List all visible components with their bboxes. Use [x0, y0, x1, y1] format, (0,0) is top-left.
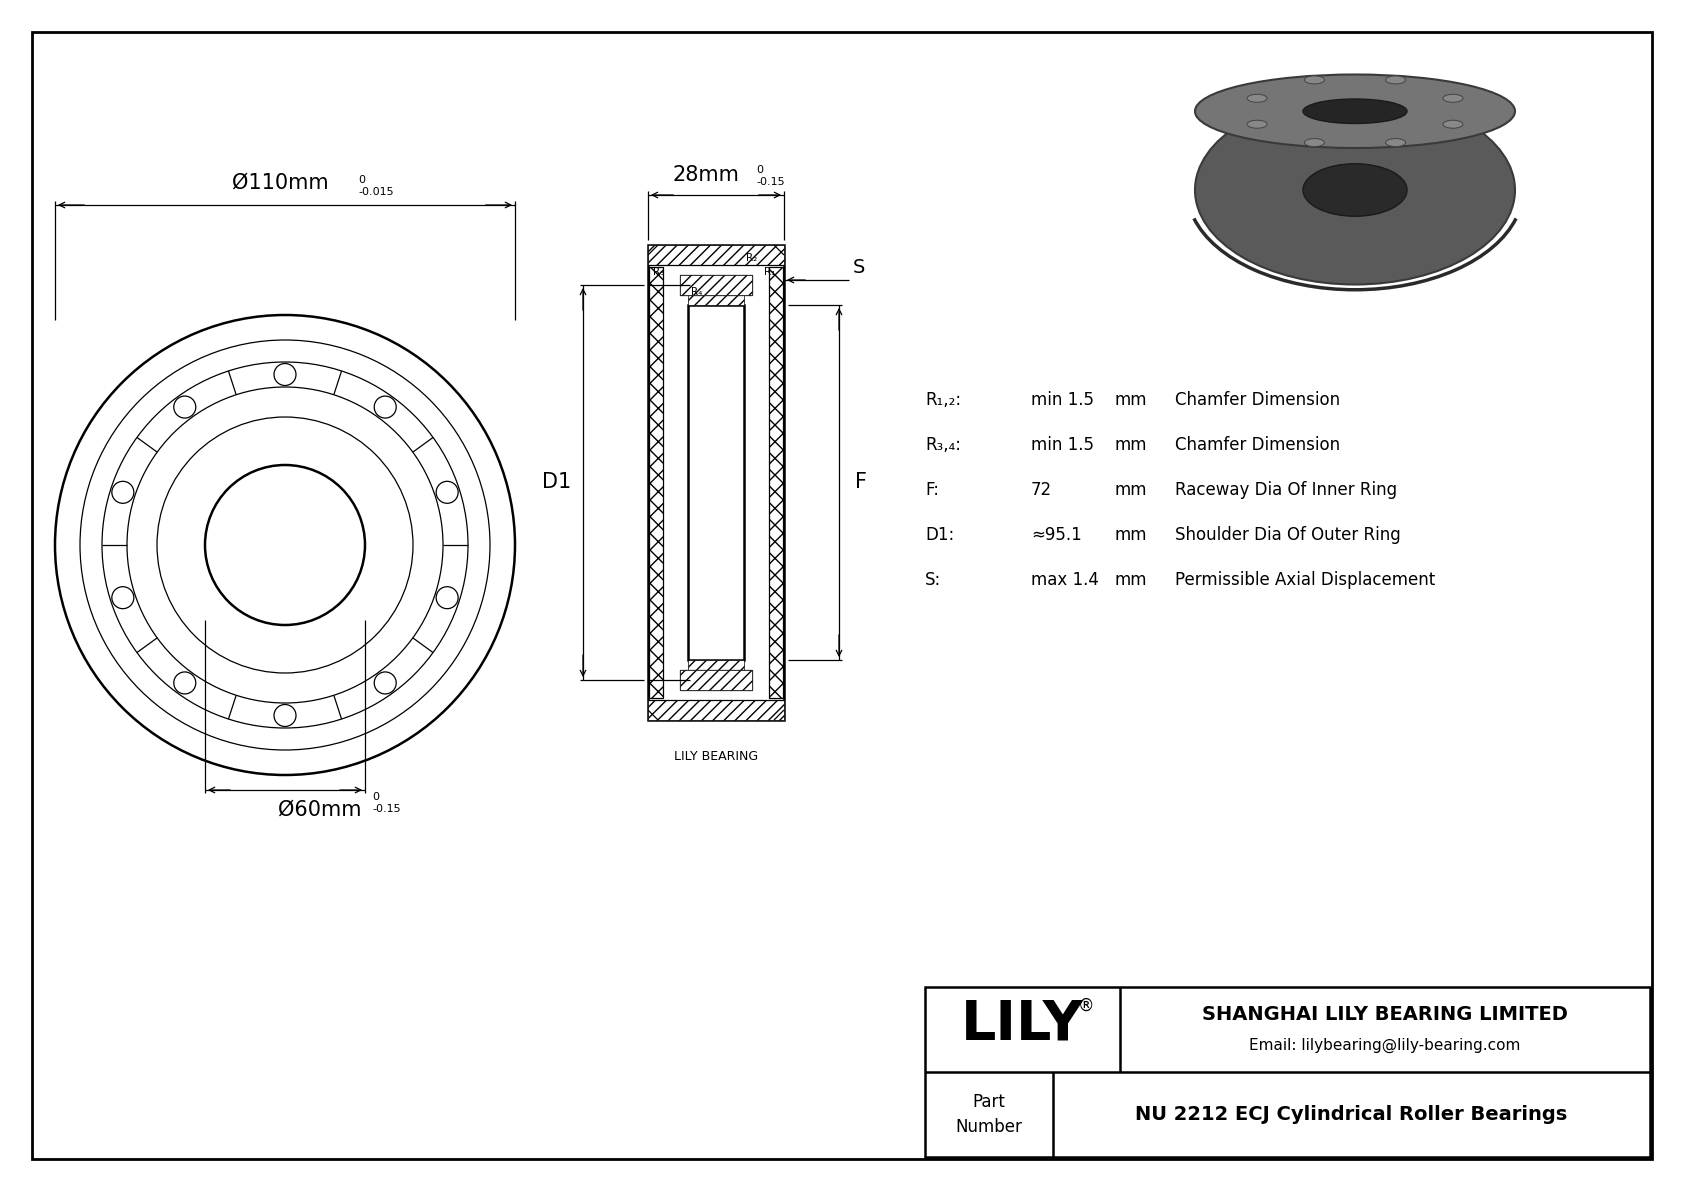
Text: ®: ® [1078, 997, 1095, 1015]
Text: LILY BEARING: LILY BEARING [674, 750, 758, 763]
Ellipse shape [1196, 75, 1516, 148]
Text: min 1.5: min 1.5 [1031, 391, 1095, 409]
Ellipse shape [1248, 120, 1266, 129]
Text: 0: 0 [372, 792, 379, 802]
Bar [648, 245, 785, 721]
Text: LILY: LILY [962, 998, 1084, 1052]
Text: S: S [854, 258, 866, 278]
Bar [925, 987, 1650, 1156]
Text: R₂: R₂ [746, 252, 758, 263]
Ellipse shape [1196, 95, 1516, 285]
Ellipse shape [1386, 138, 1406, 146]
Bar [648, 700, 785, 721]
Bar [680, 275, 753, 295]
Text: mm: mm [1115, 391, 1147, 409]
Bar [680, 671, 753, 690]
Text: mm: mm [1115, 526, 1147, 544]
Bar [770, 267, 783, 698]
Text: R₃: R₃ [653, 267, 663, 278]
Text: -0.15: -0.15 [756, 177, 785, 187]
Text: F: F [855, 473, 867, 493]
Text: 28mm: 28mm [672, 166, 739, 185]
Text: NU 2212 ECJ Cylindrical Roller Bearings: NU 2212 ECJ Cylindrical Roller Bearings [1135, 1105, 1568, 1124]
Text: Email: lilybearing@lily-bearing.com: Email: lilybearing@lily-bearing.com [1250, 1037, 1521, 1053]
Bar [648, 267, 663, 698]
Text: Part
Number: Part Number [955, 1093, 1022, 1136]
Bar [689, 305, 744, 660]
Text: R₁: R₁ [765, 267, 775, 278]
Bar [689, 660, 744, 680]
Bar [648, 267, 663, 698]
Text: 72: 72 [1031, 481, 1052, 499]
Ellipse shape [1305, 138, 1324, 146]
Ellipse shape [1386, 76, 1406, 83]
Text: D1:: D1: [925, 526, 955, 544]
Text: R₄: R₄ [690, 287, 702, 297]
Text: Chamfer Dimension: Chamfer Dimension [1175, 391, 1340, 409]
Text: 0: 0 [756, 166, 763, 175]
Ellipse shape [1303, 99, 1408, 124]
Text: ≈95.1: ≈95.1 [1031, 526, 1081, 544]
Text: S:: S: [925, 570, 941, 590]
Text: Shoulder Dia Of Outer Ring: Shoulder Dia Of Outer Ring [1175, 526, 1401, 544]
Bar [680, 275, 753, 295]
Ellipse shape [1443, 94, 1463, 102]
Ellipse shape [1248, 94, 1266, 102]
Text: Permissible Axial Displacement: Permissible Axial Displacement [1175, 570, 1435, 590]
Text: min 1.5: min 1.5 [1031, 436, 1095, 454]
Ellipse shape [1443, 120, 1463, 129]
Text: R₁,₂:: R₁,₂: [925, 391, 962, 409]
Text: Chamfer Dimension: Chamfer Dimension [1175, 436, 1340, 454]
Bar [648, 245, 785, 266]
Text: mm: mm [1115, 481, 1147, 499]
Ellipse shape [1305, 76, 1324, 83]
Ellipse shape [1303, 163, 1408, 217]
Text: -0.015: -0.015 [359, 187, 394, 197]
Text: Ø60mm: Ø60mm [278, 800, 362, 819]
Text: Ø110mm: Ø110mm [232, 173, 328, 193]
Text: Raceway Dia Of Inner Ring: Raceway Dia Of Inner Ring [1175, 481, 1398, 499]
Text: mm: mm [1115, 570, 1147, 590]
Text: max 1.4: max 1.4 [1031, 570, 1100, 590]
Text: R₃,₄:: R₃,₄: [925, 436, 962, 454]
Text: SHANGHAI LILY BEARING LIMITED: SHANGHAI LILY BEARING LIMITED [1202, 1005, 1568, 1024]
Bar [680, 671, 753, 690]
Bar [689, 285, 744, 305]
Text: 0: 0 [359, 175, 365, 185]
Text: D1: D1 [542, 473, 571, 493]
Text: F:: F: [925, 481, 940, 499]
Bar [770, 267, 783, 698]
Text: -0.15: -0.15 [372, 804, 401, 813]
Text: mm: mm [1115, 436, 1147, 454]
